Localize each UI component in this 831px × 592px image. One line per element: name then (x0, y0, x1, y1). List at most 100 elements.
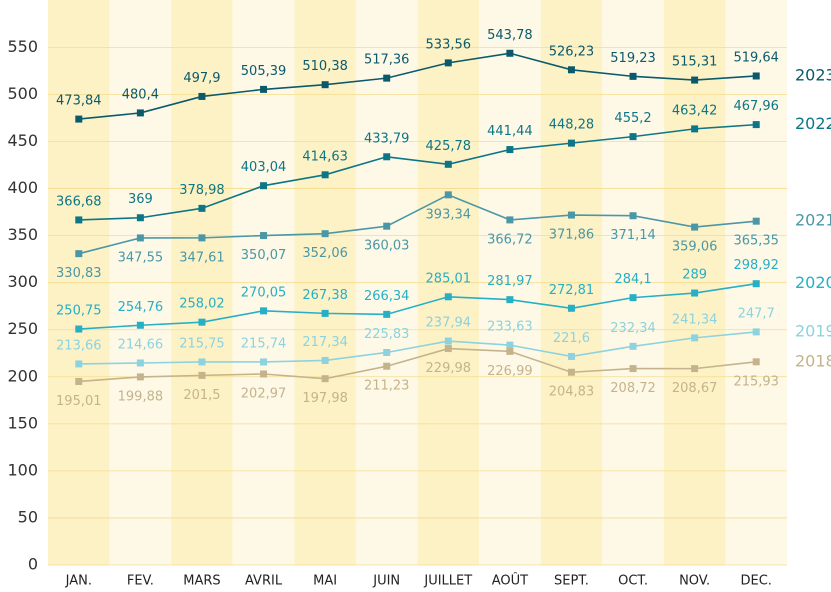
x-tick-label: MARS (183, 574, 220, 589)
data-label: 371,14 (610, 228, 656, 243)
point-marker (321, 171, 329, 179)
data-label: 241,34 (672, 312, 718, 327)
point-marker (444, 160, 452, 168)
data-label: 289 (682, 268, 707, 283)
point-marker (691, 365, 699, 373)
x-tick-label: AVRIL (245, 574, 283, 589)
data-label: 217,34 (302, 335, 348, 350)
data-label: 378,98 (179, 183, 225, 198)
point-marker (260, 370, 268, 378)
legend-label: 2023 (795, 65, 831, 84)
data-label: 214,66 (118, 337, 164, 352)
data-label: 519,23 (610, 51, 656, 66)
data-label: 533,56 (426, 37, 472, 52)
data-label: 254,76 (118, 300, 164, 315)
y-tick-label: 550 (7, 37, 38, 56)
point-marker (75, 325, 83, 333)
point-marker (383, 74, 391, 82)
data-label: 371,86 (549, 228, 595, 243)
x-tick-label: AOÛT (492, 573, 528, 589)
point-marker (321, 81, 329, 89)
point-marker (567, 66, 575, 74)
data-label: 347,61 (179, 250, 225, 265)
data-label: 267,38 (302, 288, 348, 303)
point-marker (567, 368, 575, 376)
data-label: 463,42 (672, 103, 718, 118)
data-label: 517,36 (364, 53, 410, 68)
point-marker (506, 341, 514, 349)
series-line (78, 193, 757, 255)
data-label: 455,2 (614, 111, 651, 126)
data-label: 414,63 (302, 149, 348, 164)
data-label: 510,38 (302, 59, 348, 74)
data-label: 225,83 (364, 327, 410, 342)
data-label: 208,67 (672, 381, 718, 396)
y-tick-label: 450 (7, 131, 38, 150)
data-label: 515,31 (672, 55, 718, 70)
data-label: 298,92 (733, 258, 779, 273)
point-marker (260, 182, 268, 190)
point-marker (629, 133, 637, 141)
data-label: 199,88 (118, 389, 164, 404)
point-marker (752, 358, 760, 366)
legend-label: 2020 (795, 273, 831, 292)
y-tick-label: 100 (7, 460, 38, 479)
point-marker (752, 328, 760, 336)
data-label: 360,03 (364, 239, 410, 254)
point-marker (75, 250, 83, 258)
point-marker (198, 234, 206, 242)
data-label: 393,34 (426, 207, 472, 222)
point-marker (198, 358, 206, 366)
data-label: 497,9 (183, 71, 220, 86)
point-marker (752, 72, 760, 80)
point-marker (629, 365, 637, 373)
point-marker (198, 92, 206, 100)
data-label: 285,01 (426, 271, 472, 286)
point-marker (260, 85, 268, 93)
data-label: 330,83 (56, 266, 102, 281)
data-label: 258,02 (179, 297, 225, 312)
y-tick-label: 200 (7, 366, 38, 385)
y-tick-label: 500 (7, 84, 38, 103)
data-label: 519,64 (733, 50, 779, 65)
data-label: 403,04 (241, 160, 287, 175)
point-marker (567, 304, 575, 312)
data-label: 369 (128, 192, 153, 207)
point-marker (691, 125, 699, 133)
data-label: 441,44 (487, 124, 533, 139)
data-label: 215,75 (179, 336, 225, 351)
point-marker (383, 362, 391, 370)
data-label: 247,7 (738, 306, 775, 321)
point-marker (198, 318, 206, 326)
point-marker (321, 309, 329, 317)
data-label: 266,34 (364, 289, 410, 304)
point-marker (321, 375, 329, 383)
legend-label: 2021 (795, 211, 831, 230)
data-label: 505,39 (241, 64, 287, 79)
data-label: 201,5 (183, 388, 220, 403)
data-label: 229,98 (426, 361, 472, 376)
point-marker (506, 49, 514, 57)
data-label: 281,97 (487, 274, 533, 289)
point-marker (506, 296, 514, 304)
point-marker (383, 310, 391, 318)
data-label: 215,74 (241, 336, 287, 351)
point-marker (75, 377, 83, 385)
point-marker (136, 234, 144, 242)
series-line (78, 331, 757, 365)
data-label: 215,93 (733, 374, 779, 389)
series-line (78, 347, 757, 383)
data-label: 270,05 (241, 285, 287, 300)
point-marker (752, 217, 760, 225)
point-marker (136, 373, 144, 381)
point-marker (260, 232, 268, 240)
point-marker (629, 294, 637, 302)
point-marker (383, 222, 391, 230)
point-marker (691, 223, 699, 231)
point-marker (567, 211, 575, 219)
data-label: 473,84 (56, 94, 102, 109)
point-marker (383, 153, 391, 161)
y-tick-label: 0 (28, 555, 38, 574)
x-tick-label: NOV. (679, 574, 710, 589)
